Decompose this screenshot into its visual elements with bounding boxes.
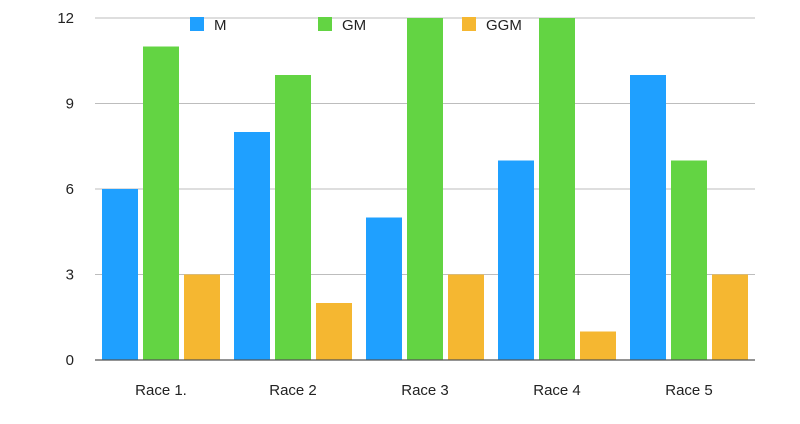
legend-item-gm: GM [318,17,366,34]
x-category-label: Race 4 [533,382,581,399]
bar-ggm-5 [712,274,748,360]
bar-gm-4 [539,18,575,360]
x-category-label: Race 3 [401,382,449,399]
bar-m-2 [234,132,270,360]
legend: M GM GGM [190,17,522,34]
bar-gm-3 [407,18,443,360]
legend-item-ggm: GGM [462,17,522,34]
bar-gm-5 [671,160,707,360]
legend-swatch [190,17,204,31]
x-category-label: Race 1. [135,382,187,399]
legend-swatch [462,17,476,31]
bar-m-4 [498,160,534,360]
bars [102,18,748,360]
legend-label: M [214,17,227,34]
legend-item-m: M [190,17,227,34]
y-tick-label: 0 [66,352,74,369]
y-tick-label: 9 [66,96,74,113]
bar-gm-2 [275,75,311,360]
x-axis-labels: Race 1. Race 2 Race 3 Race 4 Race 5 [135,382,713,399]
y-tick-label: 3 [66,267,74,284]
bar-gm-1 [143,46,179,360]
x-category-label: Race 5 [665,382,713,399]
bar-ggm-2 [316,303,352,360]
y-tick-label: 12 [57,10,74,27]
bar-ggm-4 [580,331,616,360]
y-tick-label: 6 [66,181,74,198]
legend-swatch [318,17,332,31]
legend-label: GGM [486,17,522,34]
y-axis-ticks: 0 3 6 9 12 [57,10,74,369]
x-category-label: Race 2 [269,382,317,399]
bar-m-1 [102,189,138,360]
bar-m-3 [366,217,402,360]
bar-ggm-1 [184,274,220,360]
legend-label: GM [342,17,366,34]
bar-ggm-3 [448,274,484,360]
bar-m-5 [630,75,666,360]
